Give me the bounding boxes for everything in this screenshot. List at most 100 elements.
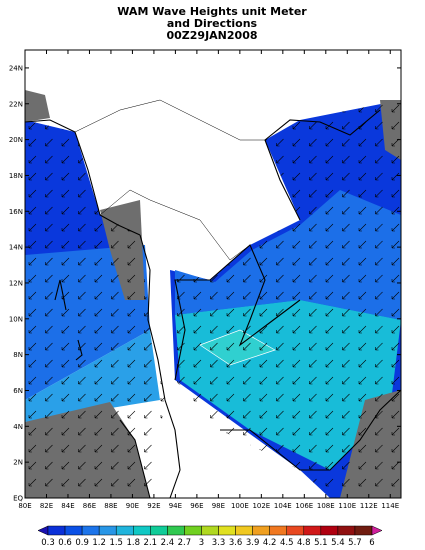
- arrow: [309, 410, 317, 419]
- arrow: [391, 206, 400, 215]
- arrow: [342, 155, 350, 164]
- legend-swatch: [64, 525, 83, 536]
- legend-swatch: [201, 525, 219, 536]
- arrow: [243, 257, 251, 266]
- arrow: [292, 291, 301, 300]
- arrow: [391, 223, 400, 232]
- arrow: [78, 359, 86, 368]
- arrow: [61, 223, 70, 232]
- arrow: [391, 427, 400, 436]
- arrow: [342, 291, 350, 300]
- arrow: [94, 461, 103, 470]
- arrow: [391, 410, 400, 419]
- arrow: [28, 121, 37, 130]
- arrow: [226, 274, 235, 283]
- arrow: [325, 410, 334, 419]
- arrow: [342, 427, 350, 436]
- arrow: [127, 376, 136, 385]
- arrow: [193, 342, 202, 351]
- arrow: [358, 478, 367, 487]
- arrow: [375, 257, 383, 266]
- arrow: [94, 223, 103, 232]
- masked-region: [340, 390, 401, 498]
- arrow: [358, 393, 367, 402]
- arrow: [309, 172, 317, 181]
- arrow: [292, 359, 301, 368]
- arrow: [210, 393, 218, 402]
- arrow: [78, 410, 86, 419]
- legend-swatch: [354, 525, 373, 536]
- arrow: [309, 240, 317, 249]
- arrow: [61, 342, 70, 351]
- arrow: [127, 393, 136, 402]
- lat-label: 24N: [9, 64, 23, 72]
- arrow: [325, 240, 334, 249]
- arrow: [342, 206, 350, 215]
- arrow: [45, 444, 53, 453]
- arrow: [111, 342, 119, 351]
- arrow: [259, 291, 268, 300]
- arrow: [28, 308, 37, 317]
- arrow: [243, 376, 251, 385]
- arrow: [210, 308, 218, 317]
- arrow: [276, 325, 284, 334]
- lat-label: 12N: [9, 279, 23, 287]
- arrow: [325, 121, 334, 130]
- arrow: [210, 359, 218, 368]
- lat-label: 22N: [9, 100, 23, 108]
- arrow: [61, 376, 70, 385]
- arrow: [309, 427, 317, 436]
- arrow: [259, 410, 268, 419]
- legend-label: 2.4: [161, 538, 175, 548]
- arrow: [78, 257, 86, 266]
- legend-swatch: [184, 525, 202, 536]
- arrow: [28, 359, 37, 368]
- arrow: [28, 376, 37, 385]
- legend-label: 5.1: [314, 538, 328, 548]
- arrow: [28, 342, 37, 351]
- arrow: [45, 478, 53, 487]
- arrow: [111, 359, 119, 368]
- legend-label: 4.2: [263, 538, 277, 548]
- arrow: [94, 308, 103, 317]
- arrow: [226, 359, 235, 368]
- arrow: [325, 376, 334, 385]
- arrow: [342, 376, 350, 385]
- arrow: [309, 444, 317, 453]
- arrow: [391, 121, 400, 130]
- arrow: [193, 359, 202, 368]
- arrow: [243, 427, 251, 436]
- arrow: [259, 427, 268, 436]
- arrow: [342, 359, 350, 368]
- legend-label: 3.6: [229, 538, 243, 548]
- arrow: [276, 155, 284, 164]
- lat-label: 8N: [13, 351, 23, 359]
- arrow: [111, 308, 119, 317]
- arrow: [94, 342, 103, 351]
- arrow: [127, 461, 136, 470]
- arrow: [375, 393, 383, 402]
- arrow: [358, 189, 367, 198]
- arrow: [243, 359, 251, 368]
- arrow: [342, 342, 350, 351]
- arrow: [276, 427, 284, 436]
- arrow: [94, 274, 103, 283]
- arrow: [78, 274, 86, 283]
- arrow: [78, 376, 86, 385]
- lon-label: 98E: [212, 502, 225, 510]
- arrow: [61, 189, 70, 198]
- arrow: [28, 172, 37, 181]
- arrow: [127, 291, 136, 300]
- lon-label: 96E: [190, 502, 203, 510]
- legend-swatch: [337, 525, 356, 536]
- lat-label: 2N: [13, 459, 23, 467]
- sea-region: [175, 190, 401, 320]
- arrow: [375, 223, 383, 232]
- arrow: [391, 104, 400, 113]
- lon-label: 100E: [231, 502, 249, 510]
- arrow: [276, 393, 284, 402]
- masked-region: [380, 100, 401, 160]
- legend-label: 6: [369, 538, 374, 548]
- arrow: [391, 189, 400, 198]
